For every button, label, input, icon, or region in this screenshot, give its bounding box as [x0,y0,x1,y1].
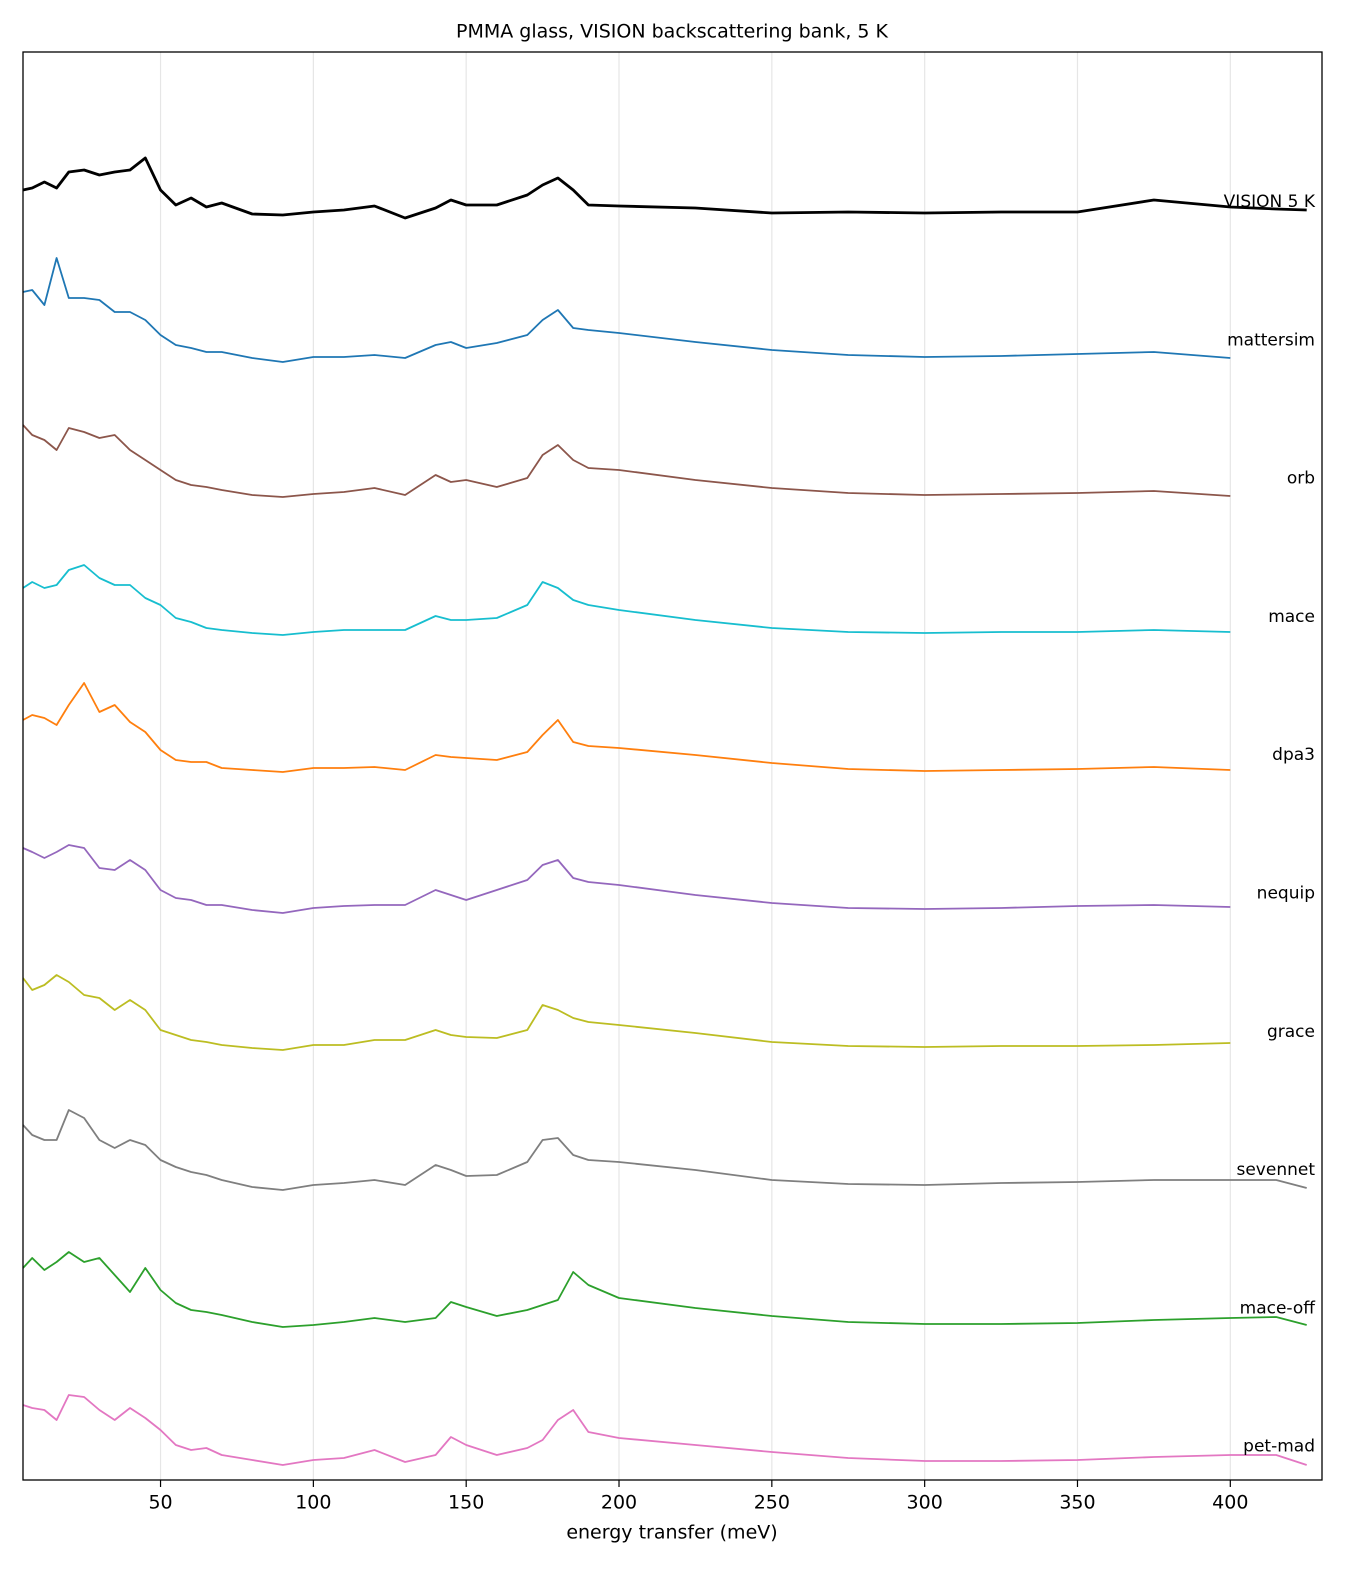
series-label: orb [1287,469,1315,489]
series-label: pet-mad [1243,1437,1315,1457]
series-line [22,1251,1307,1328]
series-label: mace-off [1240,1298,1317,1318]
series-line [22,1394,1307,1466]
series-label: sevennet [1236,1160,1315,1180]
x-tick-label: 350 [1059,1492,1095,1514]
series-line [22,564,1231,636]
x-tick-label: 200 [601,1492,637,1514]
x-tick-label: 100 [295,1492,331,1514]
series-label: mattersim [1227,330,1315,350]
x-tick-label: 300 [907,1492,943,1514]
x-tick-label: 150 [448,1492,484,1514]
series-line [22,682,1231,773]
series-line [22,156,1307,220]
series-label: mace [1268,607,1315,627]
series-line [22,844,1231,914]
series-label: VISION 5 K [1224,192,1316,212]
series-label: dpa3 [1272,745,1315,765]
x-tick-label: 250 [754,1492,790,1514]
x-axis-label: energy transfer (meV) [566,1522,777,1544]
series-line [22,974,1231,1051]
chart-title: PMMA glass, VISION backscattering bank, … [456,21,889,43]
plot-frame [22,51,1323,1481]
series-line [22,257,1231,363]
x-tick-label: 400 [1212,1492,1248,1514]
series-label: grace [1267,1022,1315,1042]
series-label: nequip [1257,884,1315,904]
x-tick-label: 50 [148,1492,172,1514]
series-line [22,1109,1307,1191]
series-line [22,424,1231,498]
